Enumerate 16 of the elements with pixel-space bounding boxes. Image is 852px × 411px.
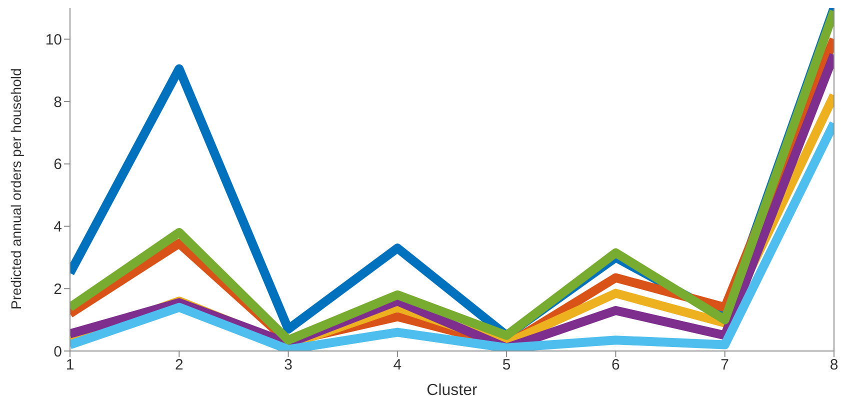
y-tick-label: 4: [54, 218, 62, 236]
x-tick-label: 4: [393, 356, 402, 374]
x-tick-label: 7: [720, 356, 730, 374]
x-tick-label: 1: [66, 356, 74, 374]
x-tick-label: 3: [284, 356, 292, 374]
y-axis-title: Predicted annual orders per household: [8, 68, 24, 310]
y-tick-label: 6: [54, 156, 62, 174]
y-tick-label: 2: [54, 280, 62, 298]
x-tick-label: 8: [830, 356, 838, 374]
y-tick-label: 0: [54, 343, 62, 360]
x-tick-label: 2: [174, 356, 184, 374]
y-tick-label: 10: [45, 32, 62, 49]
x-tick-label: 5: [502, 356, 511, 374]
x-axis-title: Cluster: [426, 382, 478, 399]
y-tick-label: 8: [54, 94, 62, 111]
x-tick-label: 6: [612, 356, 620, 374]
